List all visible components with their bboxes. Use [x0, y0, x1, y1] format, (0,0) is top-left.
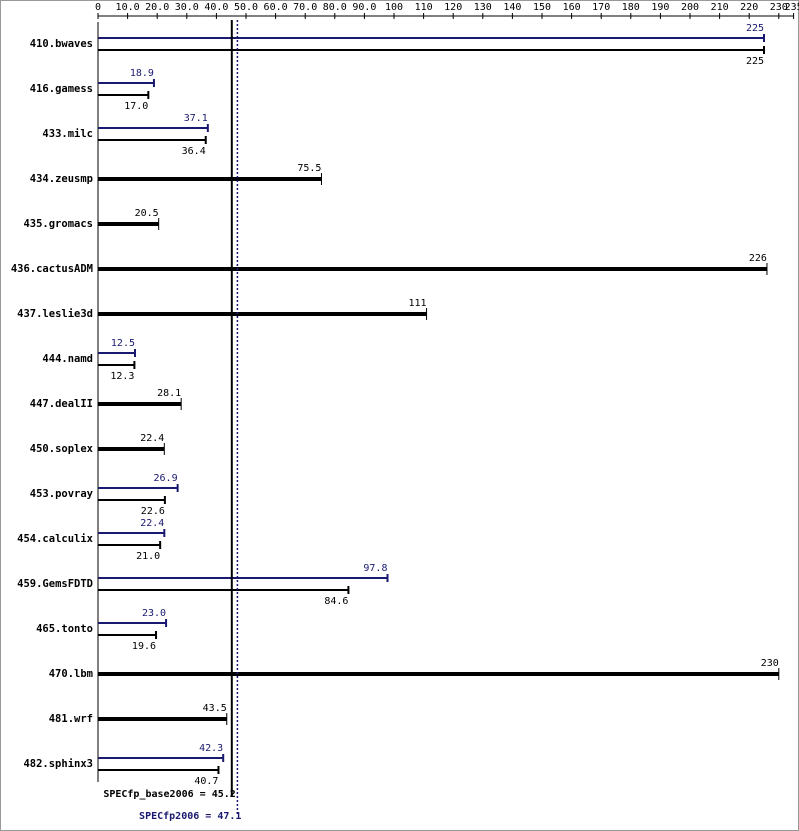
benchmark-name: 444.namd: [42, 353, 93, 365]
bar: [98, 447, 165, 451]
bar: [98, 672, 779, 676]
value-label: 111: [408, 298, 426, 309]
value-label: 225: [746, 23, 764, 34]
reference-label: SPECfp_base2006 = 45.2: [103, 789, 235, 800]
bar: [98, 402, 182, 406]
bar: [98, 312, 427, 316]
benchmark-name: 410.bwaves: [30, 38, 93, 50]
bar: [98, 717, 227, 721]
x-tick-label: 150: [533, 2, 551, 13]
x-tick-label: 210: [711, 2, 729, 13]
value-label: 230: [761, 658, 779, 669]
benchmark-name: 437.leslie3d: [17, 308, 93, 320]
benchmark-name: 433.milc: [42, 128, 93, 140]
bar: [98, 177, 322, 181]
x-tick-label: 40.0: [204, 2, 228, 13]
x-tick-label: 230: [770, 2, 788, 13]
bar: [98, 222, 159, 226]
x-tick-label: 140: [503, 2, 521, 13]
value-label: 84.6: [324, 596, 348, 607]
value-label: 22.4: [140, 433, 164, 444]
value-label: 12.5: [111, 338, 135, 349]
x-tick-label: 0: [95, 2, 101, 13]
value-label: 18.9: [130, 68, 154, 79]
x-tick-label: 170: [592, 2, 610, 13]
value-label: 42.3: [199, 743, 223, 754]
x-tick-label: 200: [681, 2, 699, 13]
benchmark-name: 436.cactusADM: [11, 263, 93, 275]
x-tick-label: 180: [622, 2, 640, 13]
value-label: 43.5: [203, 703, 227, 714]
benchmark-name: 470.lbm: [49, 668, 93, 680]
value-label: 225: [746, 56, 764, 67]
benchmark-name: 459.GemsFDTD: [17, 578, 93, 590]
x-tick-label: 70.0: [293, 2, 317, 13]
x-tick-label: 20.0: [145, 2, 169, 13]
benchmark-name: 454.calculix: [17, 533, 94, 545]
benchmark-name: 482.sphinx3: [23, 758, 93, 770]
value-label: 226: [749, 253, 767, 264]
value-label: 37.1: [184, 113, 208, 124]
benchmark-name: 435.gromacs: [23, 218, 93, 230]
x-tick-label: 90.0: [352, 2, 376, 13]
value-label: 23.0: [142, 608, 166, 619]
benchmark-name: 434.zeusmp: [30, 173, 93, 185]
value-label: 28.1: [157, 388, 181, 399]
value-label: 26.9: [154, 473, 178, 484]
benchmark-name: 481.wrf: [49, 713, 93, 725]
x-tick-label: 160: [563, 2, 581, 13]
x-tick-label: 80.0: [323, 2, 347, 13]
x-tick-label: 50.0: [234, 2, 258, 13]
value-label: 20.5: [135, 208, 159, 219]
x-tick-label: 190: [651, 2, 669, 13]
x-tick-label: 30.0: [175, 2, 199, 13]
value-label: 21.0: [136, 551, 160, 562]
benchmark-name: 453.povray: [30, 488, 94, 500]
value-label: 22.4: [140, 518, 164, 529]
benchmark-name: 450.soplex: [30, 443, 94, 455]
value-label: 75.5: [297, 163, 321, 174]
reference-label: SPECfp2006 = 47.1: [139, 811, 241, 822]
x-tick-label: 100: [385, 2, 403, 13]
x-tick-label: 120: [444, 2, 462, 13]
x-tick-label: 110: [415, 2, 433, 13]
benchmark-name: 416.gamess: [30, 83, 93, 95]
value-label: 12.3: [110, 371, 134, 382]
value-label: 19.6: [132, 641, 156, 652]
benchmark-name: 465.tonto: [36, 623, 93, 635]
x-tick-label: 220: [740, 2, 758, 13]
value-label: 97.8: [363, 563, 387, 574]
benchmark-name: 447.dealII: [30, 398, 93, 410]
value-label: 40.7: [194, 776, 218, 787]
x-tick-label: 235: [785, 2, 799, 13]
value-label: 17.0: [124, 101, 148, 112]
x-tick-label: 130: [474, 2, 492, 13]
x-tick-label: 10.0: [116, 2, 140, 13]
bar: [98, 267, 767, 271]
value-label: 22.6: [141, 506, 165, 517]
x-tick-label: 60.0: [264, 2, 288, 13]
value-label: 36.4: [182, 146, 206, 157]
